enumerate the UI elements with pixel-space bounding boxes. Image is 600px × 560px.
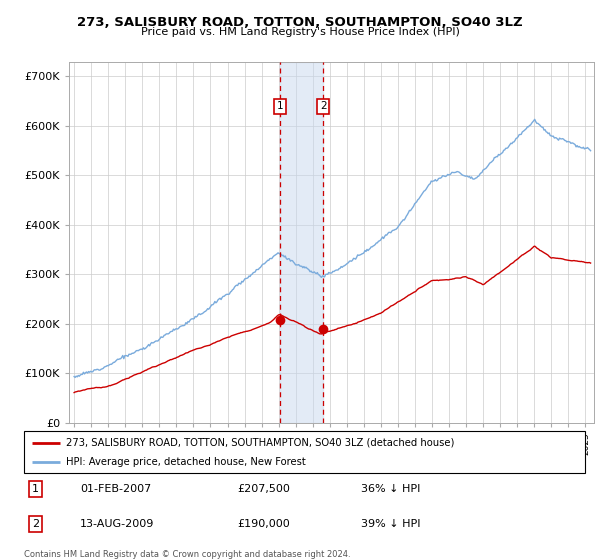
Text: Contains HM Land Registry data © Crown copyright and database right 2024.
This d: Contains HM Land Registry data © Crown c… [24, 550, 350, 560]
Text: HPI: Average price, detached house, New Forest: HPI: Average price, detached house, New … [66, 457, 306, 467]
Text: 39% ↓ HPI: 39% ↓ HPI [361, 519, 420, 529]
FancyBboxPatch shape [24, 431, 585, 473]
Bar [280, 62, 323, 423]
Text: 1: 1 [277, 101, 283, 111]
Text: Price paid vs. HM Land Registry's House Price Index (HPI): Price paid vs. HM Land Registry's House … [140, 27, 460, 37]
Text: 13-AUG-2009: 13-AUG-2009 [80, 519, 154, 529]
Text: 2: 2 [320, 101, 326, 111]
Text: 36% ↓ HPI: 36% ↓ HPI [361, 484, 420, 494]
Text: 273, SALISBURY ROAD, TOTTON, SOUTHAMPTON, SO40 3LZ: 273, SALISBURY ROAD, TOTTON, SOUTHAMPTON… [77, 16, 523, 29]
Text: 273, SALISBURY ROAD, TOTTON, SOUTHAMPTON, SO40 3LZ (detached house): 273, SALISBURY ROAD, TOTTON, SOUTHAMPTON… [66, 437, 454, 447]
Text: 1: 1 [32, 484, 39, 494]
Text: £190,000: £190,000 [237, 519, 290, 529]
Text: 01-FEB-2007: 01-FEB-2007 [80, 484, 151, 494]
Text: 2: 2 [32, 519, 39, 529]
Text: £207,500: £207,500 [237, 484, 290, 494]
